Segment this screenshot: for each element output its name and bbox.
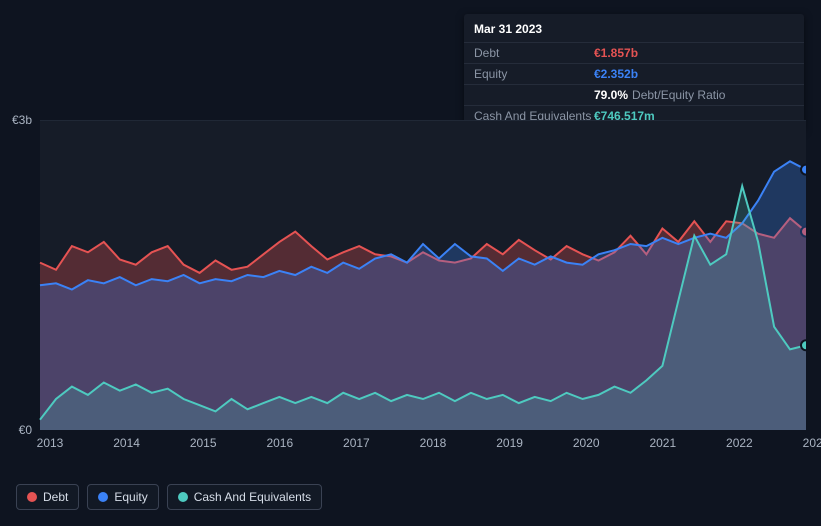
tooltip-date: Mar 31 2023	[464, 18, 804, 42]
tooltip-row: 79.0% Debt/Equity Ratio	[464, 84, 804, 105]
legend-label: Debt	[43, 490, 68, 504]
x-tick: 2015	[190, 436, 217, 450]
y-tick-bottom: €0	[19, 423, 32, 437]
x-axis-labels: 2013 2014 2015 2016 2017 2018 2019 2020 2021 2022…	[40, 436, 806, 450]
x-tick: 2021	[649, 436, 676, 450]
legend-label: Cash And Equivalents	[194, 490, 311, 504]
x-tick: 2019	[496, 436, 523, 450]
tooltip-label: Equity	[474, 67, 594, 81]
tooltip-row: Debt€1.857b	[464, 42, 804, 63]
legend: Debt Equity Cash And Equivalents	[16, 484, 322, 510]
tooltip-value: €1.857b	[594, 46, 638, 60]
tooltip: Mar 31 2023 Debt€1.857bEquity€2.352b79.0…	[464, 14, 804, 130]
tooltip-value: €2.352b	[594, 67, 638, 81]
legend-item[interactable]: Cash And Equivalents	[167, 484, 322, 510]
legend-item[interactable]: Equity	[87, 484, 158, 510]
chart-area: €3b €0 201320142015201620172018201920202…	[16, 120, 806, 470]
legend-swatch	[98, 492, 108, 502]
x-tick: 2016	[266, 436, 293, 450]
x-tick: 2023	[803, 436, 821, 450]
chart-container: Mar 31 2023 Debt€1.857bEquity€2.352b79.0…	[0, 0, 821, 526]
legend-item[interactable]: Debt	[16, 484, 79, 510]
x-tick: 2022	[726, 436, 753, 450]
series-end-marker	[801, 340, 806, 350]
x-tick: 2017	[343, 436, 370, 450]
x-tick: 2018	[420, 436, 447, 450]
tooltip-row: Equity€2.352b	[464, 63, 804, 84]
tooltip-label	[474, 88, 594, 102]
legend-swatch	[178, 492, 188, 502]
chart-svg	[16, 120, 806, 436]
y-tick-top: €3b	[12, 113, 32, 127]
tooltip-value: 79.0%	[594, 88, 628, 102]
x-tick: 2013	[37, 436, 64, 450]
x-tick: 2020	[573, 436, 600, 450]
x-tick: 2014	[113, 436, 140, 450]
legend-swatch	[27, 492, 37, 502]
tooltip-extra: Debt/Equity Ratio	[632, 88, 725, 102]
series-end-marker	[801, 165, 806, 175]
tooltip-label: Debt	[474, 46, 594, 60]
legend-label: Equity	[114, 490, 147, 504]
